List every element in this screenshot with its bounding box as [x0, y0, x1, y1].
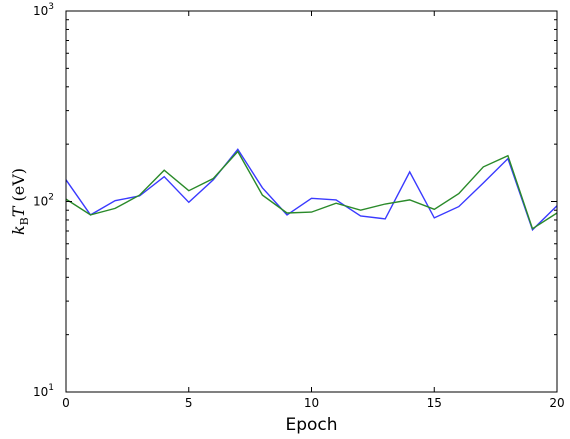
x-tick-label: 5 — [185, 396, 193, 410]
series-line-2 — [65, 150, 558, 230]
x-tick-label: 10 — [304, 396, 319, 410]
x-tick-label: 0 — [62, 396, 70, 410]
series-line-1 — [65, 148, 558, 232]
y-axis-label-t: T — [9, 205, 28, 217]
y-axis-label: kBT (eV) — [9, 168, 31, 235]
series-layer — [65, 148, 558, 232]
y-tick-label: 101 — [33, 383, 54, 399]
y-axis-label-k: k — [9, 225, 28, 235]
x-axis: 0 5 10 15 20 — [62, 11, 565, 410]
x-axis-label: Epoch — [285, 415, 337, 435]
y-axis-label-sub: B — [18, 217, 31, 225]
y-axis-label-unit: (eV) — [9, 168, 28, 207]
y-tick-label: 102 — [33, 193, 54, 209]
x-tick-label: 15 — [427, 396, 442, 410]
plot-frame — [65, 10, 558, 393]
y-axis: 101 102 103 — [33, 2, 557, 399]
y-tick-label: 103 — [33, 2, 54, 18]
x-tick-label: 20 — [549, 396, 564, 410]
